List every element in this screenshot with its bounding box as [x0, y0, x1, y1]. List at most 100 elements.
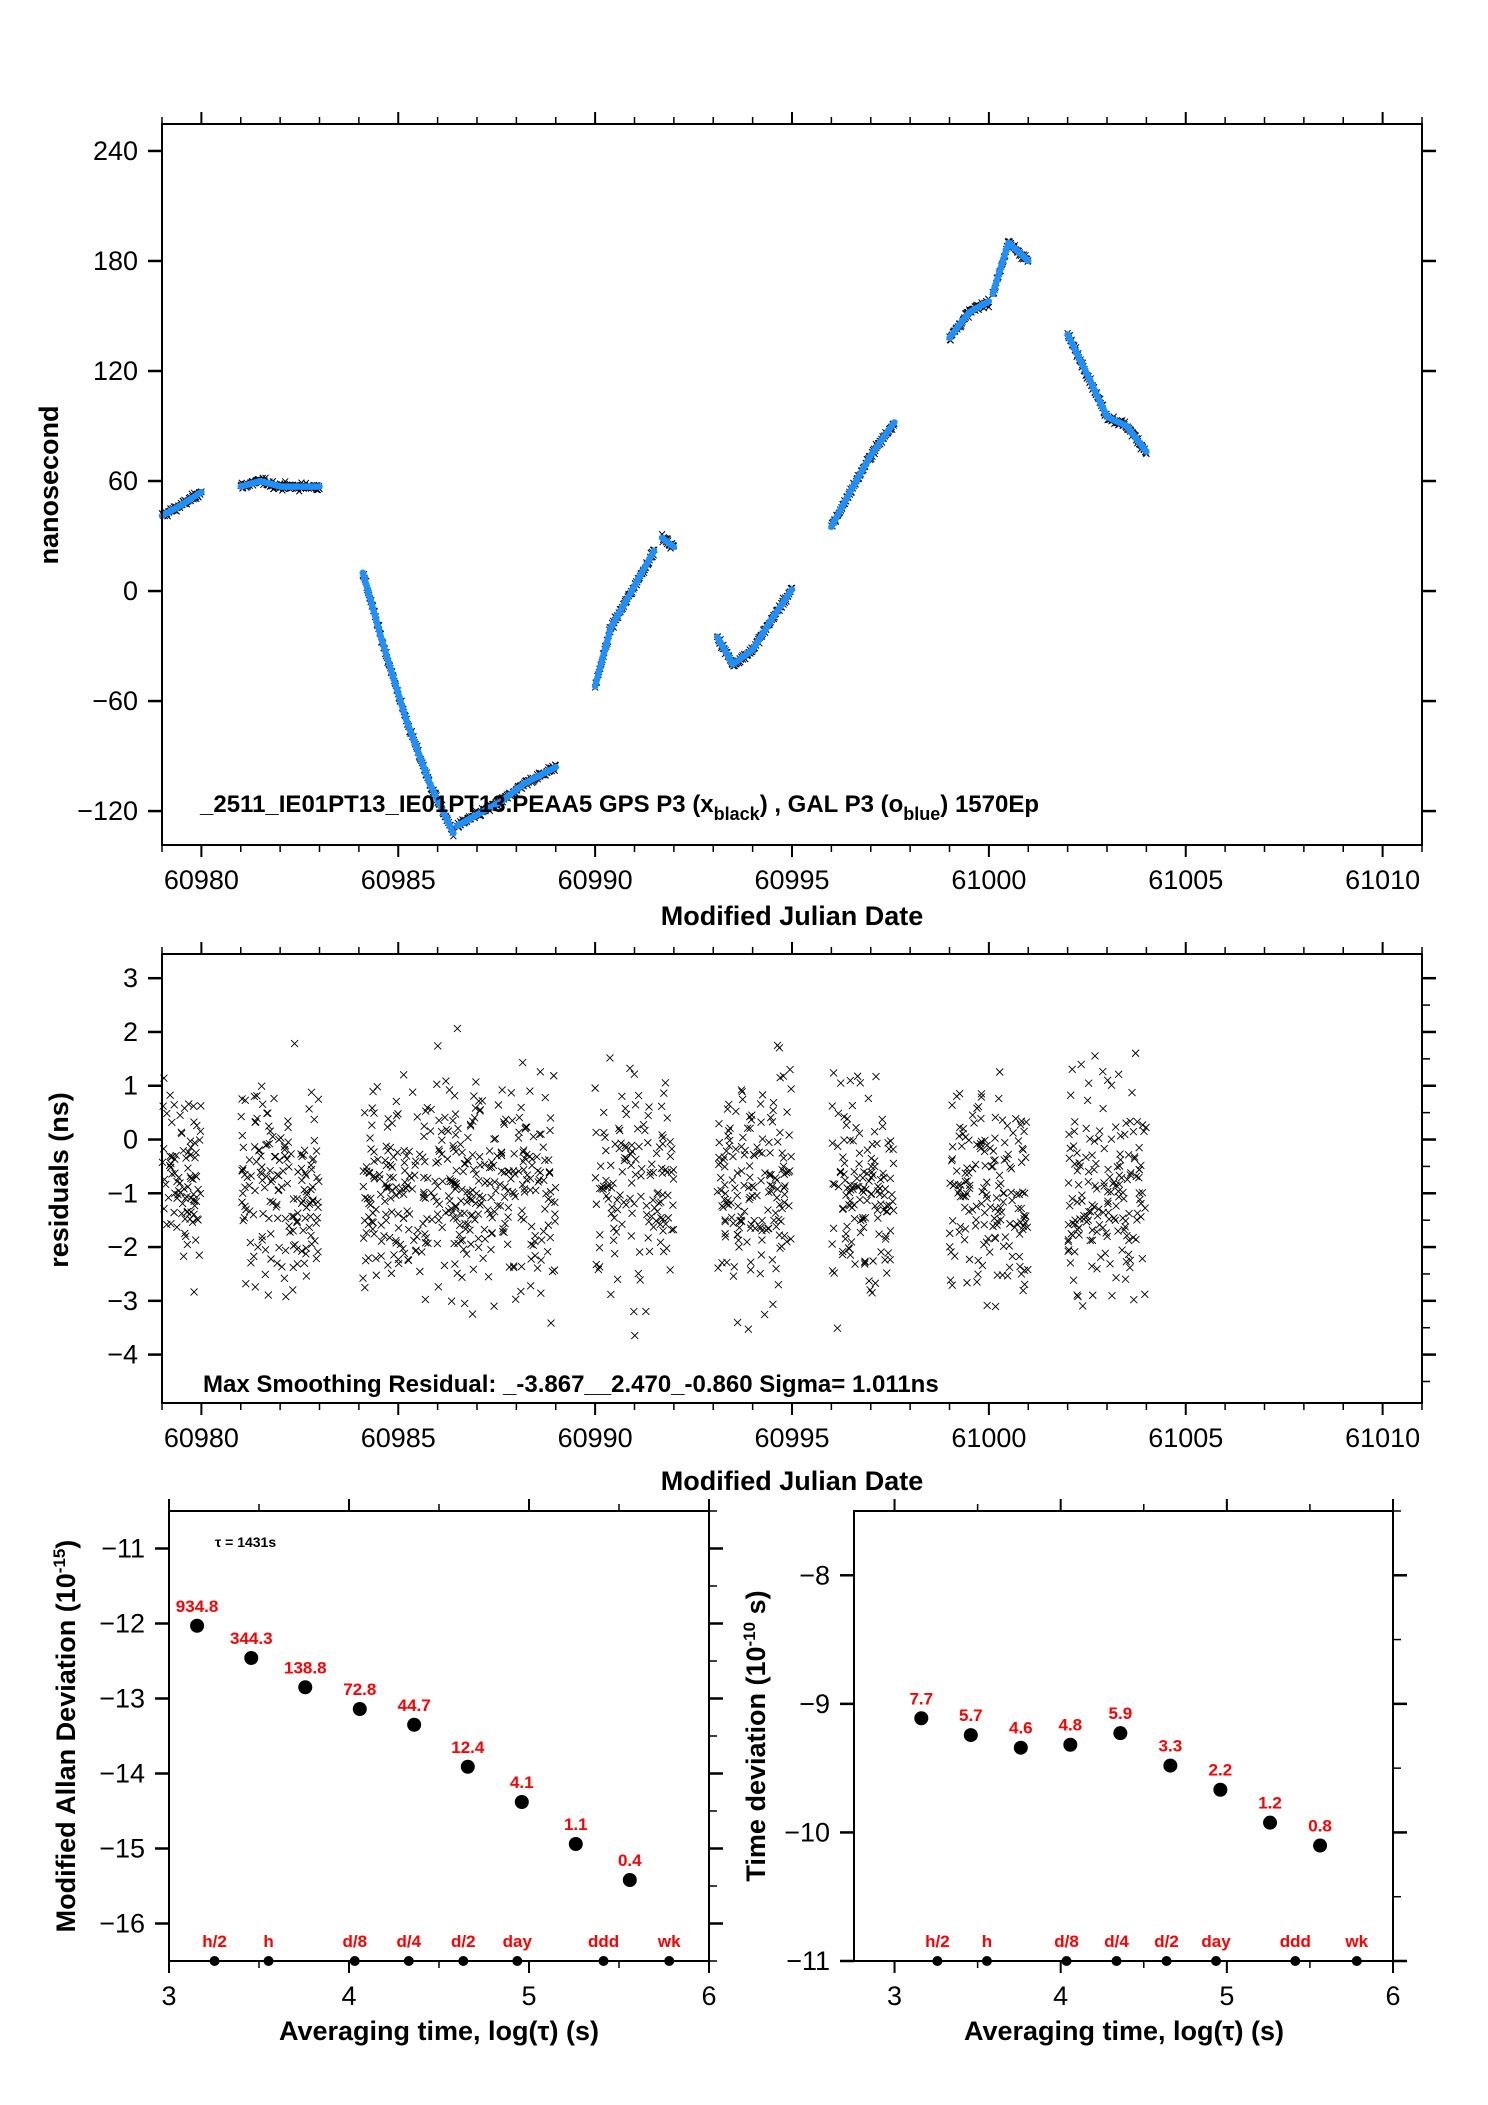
residual-point: [527, 1222, 536, 1231]
residual-point: [726, 1124, 734, 1132]
residual-point: [1125, 1209, 1133, 1218]
residual-point: [728, 1176, 737, 1184]
residual-point: [768, 1118, 777, 1126]
residual-point: [445, 1086, 454, 1094]
residual-point: [871, 1279, 880, 1288]
y-tick-label: 2: [123, 1017, 138, 1047]
residual-point: [249, 1210, 258, 1219]
residual-point: [493, 1201, 502, 1210]
residual-point: [1088, 1262, 1096, 1270]
deviation-point: [298, 1680, 313, 1695]
residual-point: [1018, 1225, 1027, 1234]
y-tick-label: −12: [99, 1609, 145, 1639]
residual-point: [772, 1264, 780, 1273]
residual-point: [1014, 1137, 1023, 1145]
residual-point: [1017, 1158, 1026, 1167]
x-tick-label: 3: [887, 1981, 902, 2011]
residual-point: [658, 1190, 667, 1199]
residual-point: [758, 1216, 766, 1225]
residual-point: [668, 1145, 676, 1153]
residual-point: [166, 1091, 174, 1099]
residual-point: [173, 1177, 181, 1186]
residual-point: [780, 1170, 789, 1179]
residual-point: [718, 1258, 726, 1267]
residual-point: [417, 1248, 426, 1256]
residual-point: [454, 1124, 462, 1133]
residual-point: [595, 1231, 604, 1239]
y-tick-label: −14: [99, 1759, 145, 1789]
residual-point: [526, 1087, 534, 1095]
residual-point: [435, 1145, 443, 1154]
residual-point: [521, 1124, 530, 1133]
residual-point: [541, 1156, 549, 1165]
residual-point: [1123, 1175, 1132, 1184]
residual-point: [188, 1218, 197, 1227]
residual-point: [392, 1111, 401, 1120]
residual-point: [383, 1183, 391, 1191]
deviation-point: [1313, 1838, 1328, 1853]
residual-point: [265, 1139, 274, 1148]
residual-point: [750, 1216, 759, 1225]
residual-point: [395, 1189, 404, 1197]
residual-point: [635, 1142, 643, 1151]
residual-point: [240, 1170, 249, 1179]
residual-point: [758, 1149, 766, 1158]
residual-point: [404, 1225, 413, 1234]
residual-point: [468, 1117, 477, 1126]
point-label: 7.7: [909, 1689, 933, 1708]
x-tick-label: 60995: [754, 1423, 829, 1453]
residual-point: [1078, 1302, 1087, 1310]
residual-point: [609, 1179, 617, 1187]
residual-point: [978, 1187, 987, 1196]
residual-point: [859, 1223, 868, 1232]
residual-point: [955, 1132, 963, 1140]
residual-point: [858, 1186, 867, 1195]
residual-point: [179, 1146, 188, 1155]
residual-point: [459, 1245, 468, 1254]
residual-point: [1065, 1130, 1073, 1139]
residual-point: [405, 1210, 414, 1218]
residual-point: [1094, 1134, 1103, 1143]
residual-point: [265, 1214, 273, 1223]
residual-point: [731, 1184, 739, 1192]
residual-point: [876, 1200, 885, 1208]
residual-point: [1099, 1208, 1108, 1217]
residual-point: [882, 1201, 891, 1210]
residual-point: [970, 1119, 978, 1127]
residual-point: [758, 1091, 767, 1099]
residual-point: [631, 1170, 640, 1179]
residual-point: [385, 1233, 394, 1242]
residual-point: [1065, 1245, 1073, 1254]
residual-point: [746, 1193, 754, 1202]
residual-point: [1082, 1153, 1090, 1162]
residual-point: [719, 1203, 727, 1212]
residual-point: [542, 1189, 550, 1198]
residual-point: [627, 1141, 636, 1150]
residual-point: [630, 1199, 638, 1208]
residual-point: [497, 1167, 506, 1175]
residual-point: [453, 1269, 462, 1278]
y-tick-label: −11: [101, 1534, 145, 1564]
residual-point: [841, 1176, 849, 1185]
residual-point: [771, 1174, 780, 1182]
point-label: 4.8: [1059, 1716, 1083, 1735]
residual-point: [551, 1217, 559, 1226]
residual-point: [715, 1138, 724, 1147]
residual-point: [785, 1201, 793, 1210]
residual-point: [1092, 1185, 1101, 1193]
residual-point: [177, 1128, 186, 1137]
residual-point: [466, 1195, 475, 1204]
residual-point: [1138, 1254, 1147, 1263]
deviation-point: [1113, 1726, 1128, 1741]
residual-point: [1070, 1117, 1079, 1126]
x-tick-label: 6: [701, 1981, 716, 2011]
residual-point: [1006, 1163, 1014, 1171]
residual-point: [1086, 1236, 1095, 1245]
residual-point: [613, 1275, 622, 1284]
residual-point: [1135, 1143, 1143, 1152]
residual-point: [249, 1252, 258, 1261]
residual-point: [1096, 1253, 1105, 1261]
residual-point: [1019, 1145, 1027, 1154]
residual-point: [478, 1193, 487, 1202]
residual-point: [310, 1136, 319, 1145]
